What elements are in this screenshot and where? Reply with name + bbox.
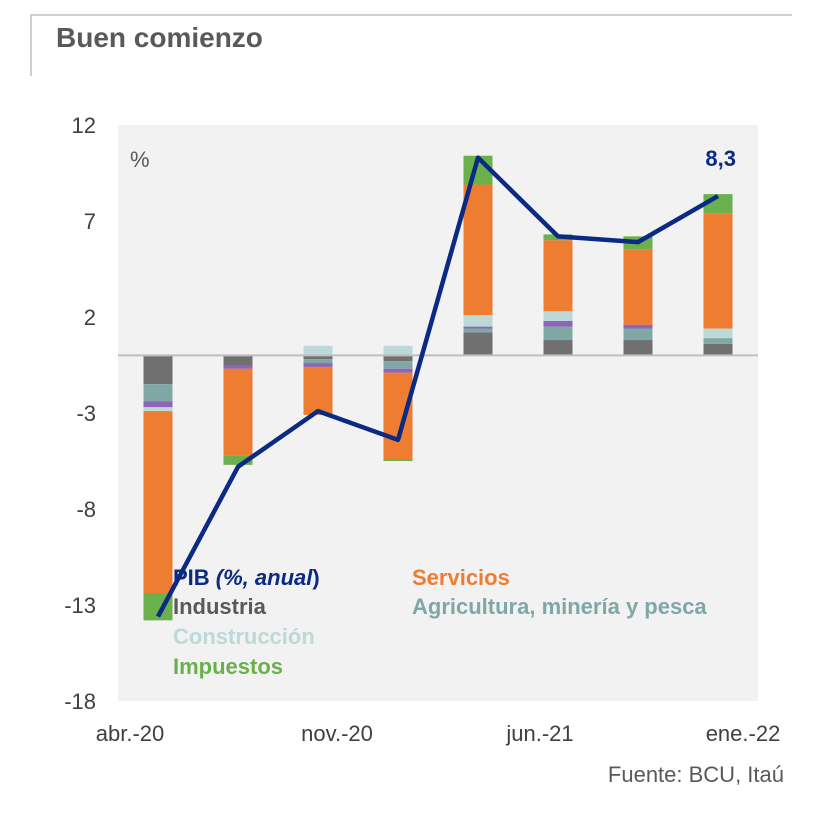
- legend: PIB (%, anual) Industria Construcción Im…: [173, 565, 707, 679]
- bar-segment-agricultura: [143, 384, 173, 402]
- y-tick-label: -8: [76, 497, 96, 522]
- bar-segment-construccion: [143, 407, 173, 412]
- bar-segment-servicios: [223, 368, 253, 456]
- y-tick-label: -18: [64, 689, 96, 714]
- x-tick-label: jun.-21: [505, 721, 573, 746]
- bar-segment-agricultura: [703, 338, 733, 344]
- legend-agricultura: Agricultura, minería y pesca: [412, 594, 707, 619]
- bar-segment-servicios: [543, 240, 573, 312]
- bar-segment-construccion: [303, 345, 333, 356]
- bar-segment-industria: [703, 343, 733, 356]
- bar-segment-agricultura: [303, 359, 333, 364]
- bar-segment-construccion: [463, 315, 493, 327]
- bar-segment-otros: [223, 365, 253, 369]
- legend-impuestos: Impuestos: [173, 654, 283, 679]
- bar-segment-servicios: [623, 249, 653, 325]
- bar-segment-agricultura: [383, 361, 413, 369]
- y-tick-label: 7: [84, 209, 96, 234]
- bar-segment-otros: [463, 326, 493, 329]
- bar-segment-impuestos: [383, 459, 413, 461]
- bar-segment-industria: [383, 355, 413, 362]
- source-note: Fuente: BCU, Itaú: [607, 762, 784, 787]
- x-tick-label: abr.-20: [96, 721, 165, 746]
- bar-segment-industria: [543, 340, 573, 356]
- bar-segment-construccion: [543, 311, 573, 321]
- bar-segment-agricultura: [623, 328, 653, 341]
- y-tick-label: 12: [72, 113, 96, 138]
- bar-segment-construccion: [703, 328, 733, 339]
- bar-segment-otros: [543, 320, 573, 327]
- y-tick-label: -3: [76, 401, 96, 426]
- frame-top-rule: [30, 14, 792, 16]
- x-tick-label: ene.-22: [706, 721, 781, 746]
- bar-segment-industria: [143, 355, 173, 385]
- pib-last-value-label: 8,3: [705, 146, 736, 171]
- bar-segment-agricultura: [543, 326, 573, 341]
- frame-left-rule: [30, 14, 32, 76]
- bar-segment-otros: [383, 368, 413, 373]
- y-tick-label: -13: [64, 593, 96, 618]
- unit-label: %: [130, 147, 150, 172]
- legend-servicios: Servicios: [412, 565, 510, 590]
- chart-title: Buen comienzo: [56, 22, 263, 53]
- pib-line: [156, 155, 720, 618]
- y-tick-label: 2: [84, 305, 96, 330]
- bar-segment-servicios: [303, 366, 333, 415]
- bar-segment-otros: [623, 324, 653, 329]
- bar-segment-agricultura: [463, 328, 493, 333]
- bar-segment-otros: [143, 401, 173, 408]
- bar-segment-servicios: [463, 184, 493, 316]
- bar-segment-impuestos: [223, 455, 253, 465]
- bar-segment-industria: [303, 355, 333, 360]
- bar-segment-otros: [303, 363, 333, 367]
- legend-pib: PIB (%, anual): [173, 565, 320, 590]
- bar-segment-industria: [623, 340, 653, 356]
- bar-segment-servicios: [703, 213, 733, 329]
- bar-segment-industria: [463, 332, 493, 356]
- legend-construccion: Construcción: [173, 624, 315, 649]
- bar-segment-industria: [223, 355, 253, 365]
- bar-segment-servicios: [383, 372, 413, 460]
- bar-segment-servicios: [143, 411, 173, 594]
- x-tick-label: nov.-20: [301, 721, 373, 746]
- bar-segment-construccion: [383, 345, 413, 356]
- legend-industria: Industria: [173, 594, 267, 619]
